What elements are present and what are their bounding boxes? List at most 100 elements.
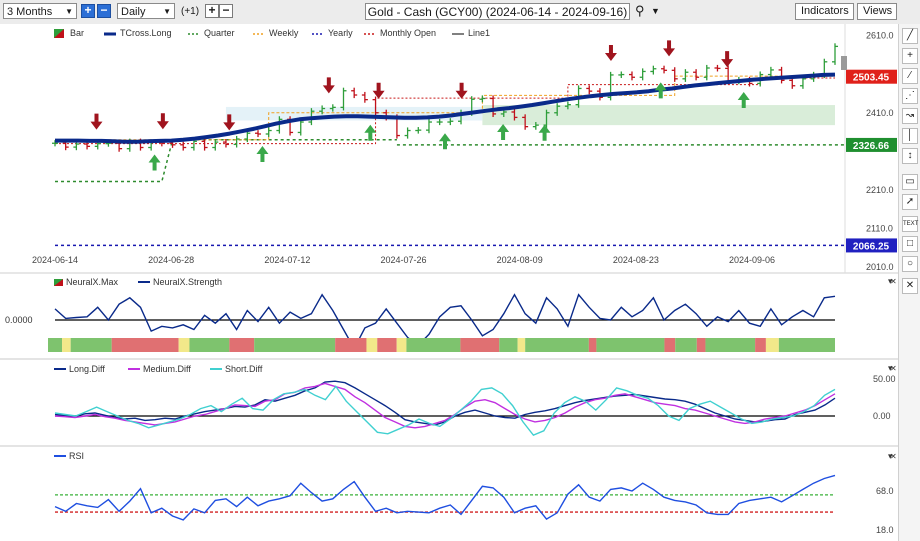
price-badge: [846, 238, 897, 253]
tcross-long-line: [55, 72, 836, 144]
date-tick-label: 2024-07-12: [264, 255, 310, 265]
legend-entry: Bar: [70, 28, 84, 38]
diff-tick-label: 0.00: [873, 411, 891, 421]
price-badge-label: 2326.66: [853, 141, 890, 152]
date-tick-label: 2024-08-09: [497, 255, 543, 265]
neuralx-max-band: [254, 338, 336, 352]
neuralx-max-band: [517, 338, 526, 352]
add-icon[interactable]: +: [81, 4, 95, 18]
range-select-value: 3 Months: [7, 6, 53, 18]
main-bars: [52, 43, 838, 152]
neuralx-max-band: [705, 338, 756, 352]
rsi-line: [54, 474, 836, 521]
rectangle-tool-icon[interactable]: □: [902, 236, 918, 252]
fib-tool-icon[interactable]: ⋰: [902, 88, 918, 104]
pane-menu-icon: ▾: [888, 276, 893, 286]
plus-tool-icon[interactable]: +: [902, 48, 918, 64]
neuralx-max-band: [765, 338, 779, 352]
line-tool-icon[interactable]: ╱: [902, 28, 918, 44]
chevron-down-icon: ▼: [163, 7, 171, 16]
rsi-tick-label: 68.0: [876, 486, 894, 496]
neuralx-max-band: [111, 338, 179, 352]
up-arrow-icon: [538, 124, 551, 141]
close-tool-icon[interactable]: ✕: [902, 278, 918, 294]
support-zone: [482, 105, 835, 126]
offset-increase-button[interactable]: +: [205, 4, 219, 18]
remove-icon[interactable]: −: [97, 4, 111, 18]
legend-entry: Long.Diff: [69, 364, 105, 374]
range-select[interactable]: 3 Months ▼: [3, 3, 77, 19]
up-arrow-icon: [364, 124, 377, 141]
drawing-tools-sidebar: ╱ + ⁄ ⋰ ↝ │ ↕ ▭ ➚ TEXT □ ○ ✕: [898, 24, 920, 541]
arrow-tool-icon[interactable]: ➚: [902, 194, 918, 210]
legend-entry: Medium.Diff: [143, 364, 191, 374]
neuralx-max-band: [189, 338, 230, 352]
pattern-tool-icon[interactable]: ⁄: [902, 68, 918, 84]
neural-pane: ▾✕ 0.0000 NeuralX.Max NeuralX.Strength: [0, 276, 898, 360]
interval-select[interactable]: Daily ▼: [117, 3, 175, 19]
text-tool-icon[interactable]: TEXT: [902, 216, 918, 232]
diff-series-line: [54, 385, 836, 437]
close-icon: ✕: [890, 452, 897, 461]
legend-swatch: [54, 279, 63, 286]
views-button[interactable]: Views ▼: [857, 3, 897, 31]
chevron-down-icon[interactable]: ▼: [651, 6, 660, 16]
ellipse-tool-icon[interactable]: ○: [902, 256, 918, 272]
neuralx-max-band: [696, 338, 706, 352]
legend-entry: Quarter: [204, 28, 235, 38]
neuralx-max-band: [755, 338, 766, 352]
neuralx-max-band: [229, 338, 255, 352]
vertical-line-tool-icon[interactable]: │: [902, 128, 918, 144]
measure-tool-icon[interactable]: ↕: [902, 148, 918, 164]
rsi-tick-label: 18.0: [876, 525, 894, 535]
neuralx-max-band: [588, 338, 597, 352]
legend-entry: Weekly: [269, 28, 299, 38]
scroll-thumb: [841, 56, 847, 70]
diff-tick-label: 50.00: [873, 374, 896, 384]
legend-swatch: [54, 29, 64, 38]
search-icon[interactable]: ⚲: [635, 3, 645, 18]
date-tick-label: 2024-08-23: [613, 255, 659, 265]
neuralx-max-band: [406, 338, 461, 352]
zero-label: 0.0000: [5, 315, 33, 325]
neuralx-max-band: [499, 338, 518, 352]
symbol-title-text: Gold - Cash (GCY00) (2024-06-14 - 2024-0…: [367, 5, 628, 19]
down-arrow-icon: [721, 51, 734, 68]
indicators-button[interactable]: Indicators ▼: [795, 3, 854, 31]
legend-entry: Short.Diff: [225, 364, 263, 374]
neuralx-max-band: [396, 338, 407, 352]
curve-tool-icon[interactable]: ↝: [902, 108, 918, 124]
up-arrow-icon: [439, 133, 451, 150]
price-tick-label: 2210.0: [866, 185, 894, 195]
up-arrow-icon: [148, 154, 161, 171]
neuralx-strength-line: [54, 293, 836, 350]
symbol-title[interactable]: Gold - Cash (GCY00) (2024-06-14 - 2024-0…: [365, 3, 630, 20]
rsi-pane: ▾✕ 18.0 68.0 RSI: [54, 451, 897, 535]
neuralx-max-band: [335, 338, 367, 352]
indicators-label: Indicators: [801, 5, 849, 17]
neuralx-max-band: [675, 338, 697, 352]
diff-series-line: [54, 380, 836, 426]
legend-entry: Line1: [468, 28, 490, 38]
comment-tool-icon[interactable]: ▭: [902, 174, 918, 190]
up-arrow-icon: [654, 82, 667, 99]
legend-entry: Monthly Open: [380, 28, 436, 38]
diff-pane: ▾✕ 0.00 50.00 Long.Diff Medium.Diff Short.Dif…: [0, 363, 898, 447]
neuralx-max-band: [62, 338, 71, 352]
offset-decrease-button[interactable]: −: [219, 4, 233, 18]
price-tick-label: 2110.0: [866, 224, 893, 234]
neuralx-max-band: [778, 338, 835, 352]
date-tick-label: 2024-06-14: [32, 255, 78, 265]
toolbar: 3 Months ▼ + − Daily ▼ (+1) + − Gold - C…: [0, 0, 920, 31]
legend-entry: Yearly: [328, 28, 353, 38]
views-label: Views: [863, 5, 893, 17]
diff-series-line: [54, 382, 836, 429]
weekly-zone: [225, 106, 483, 121]
main-pane-bg: [0, 24, 898, 274]
main-tcross: [55, 72, 836, 144]
chart-area[interactable]: 2010.0 2110.0 2210.0 2410.0 2610.0 2024-06-14…: [0, 24, 898, 541]
neuralx-max-band: [460, 338, 500, 352]
main-legend: Bar TCross.Long Quarter Weekly Yearly Monthly…: [54, 28, 490, 38]
main-arrows: [90, 40, 750, 171]
legend-entry: RSI: [69, 451, 84, 461]
